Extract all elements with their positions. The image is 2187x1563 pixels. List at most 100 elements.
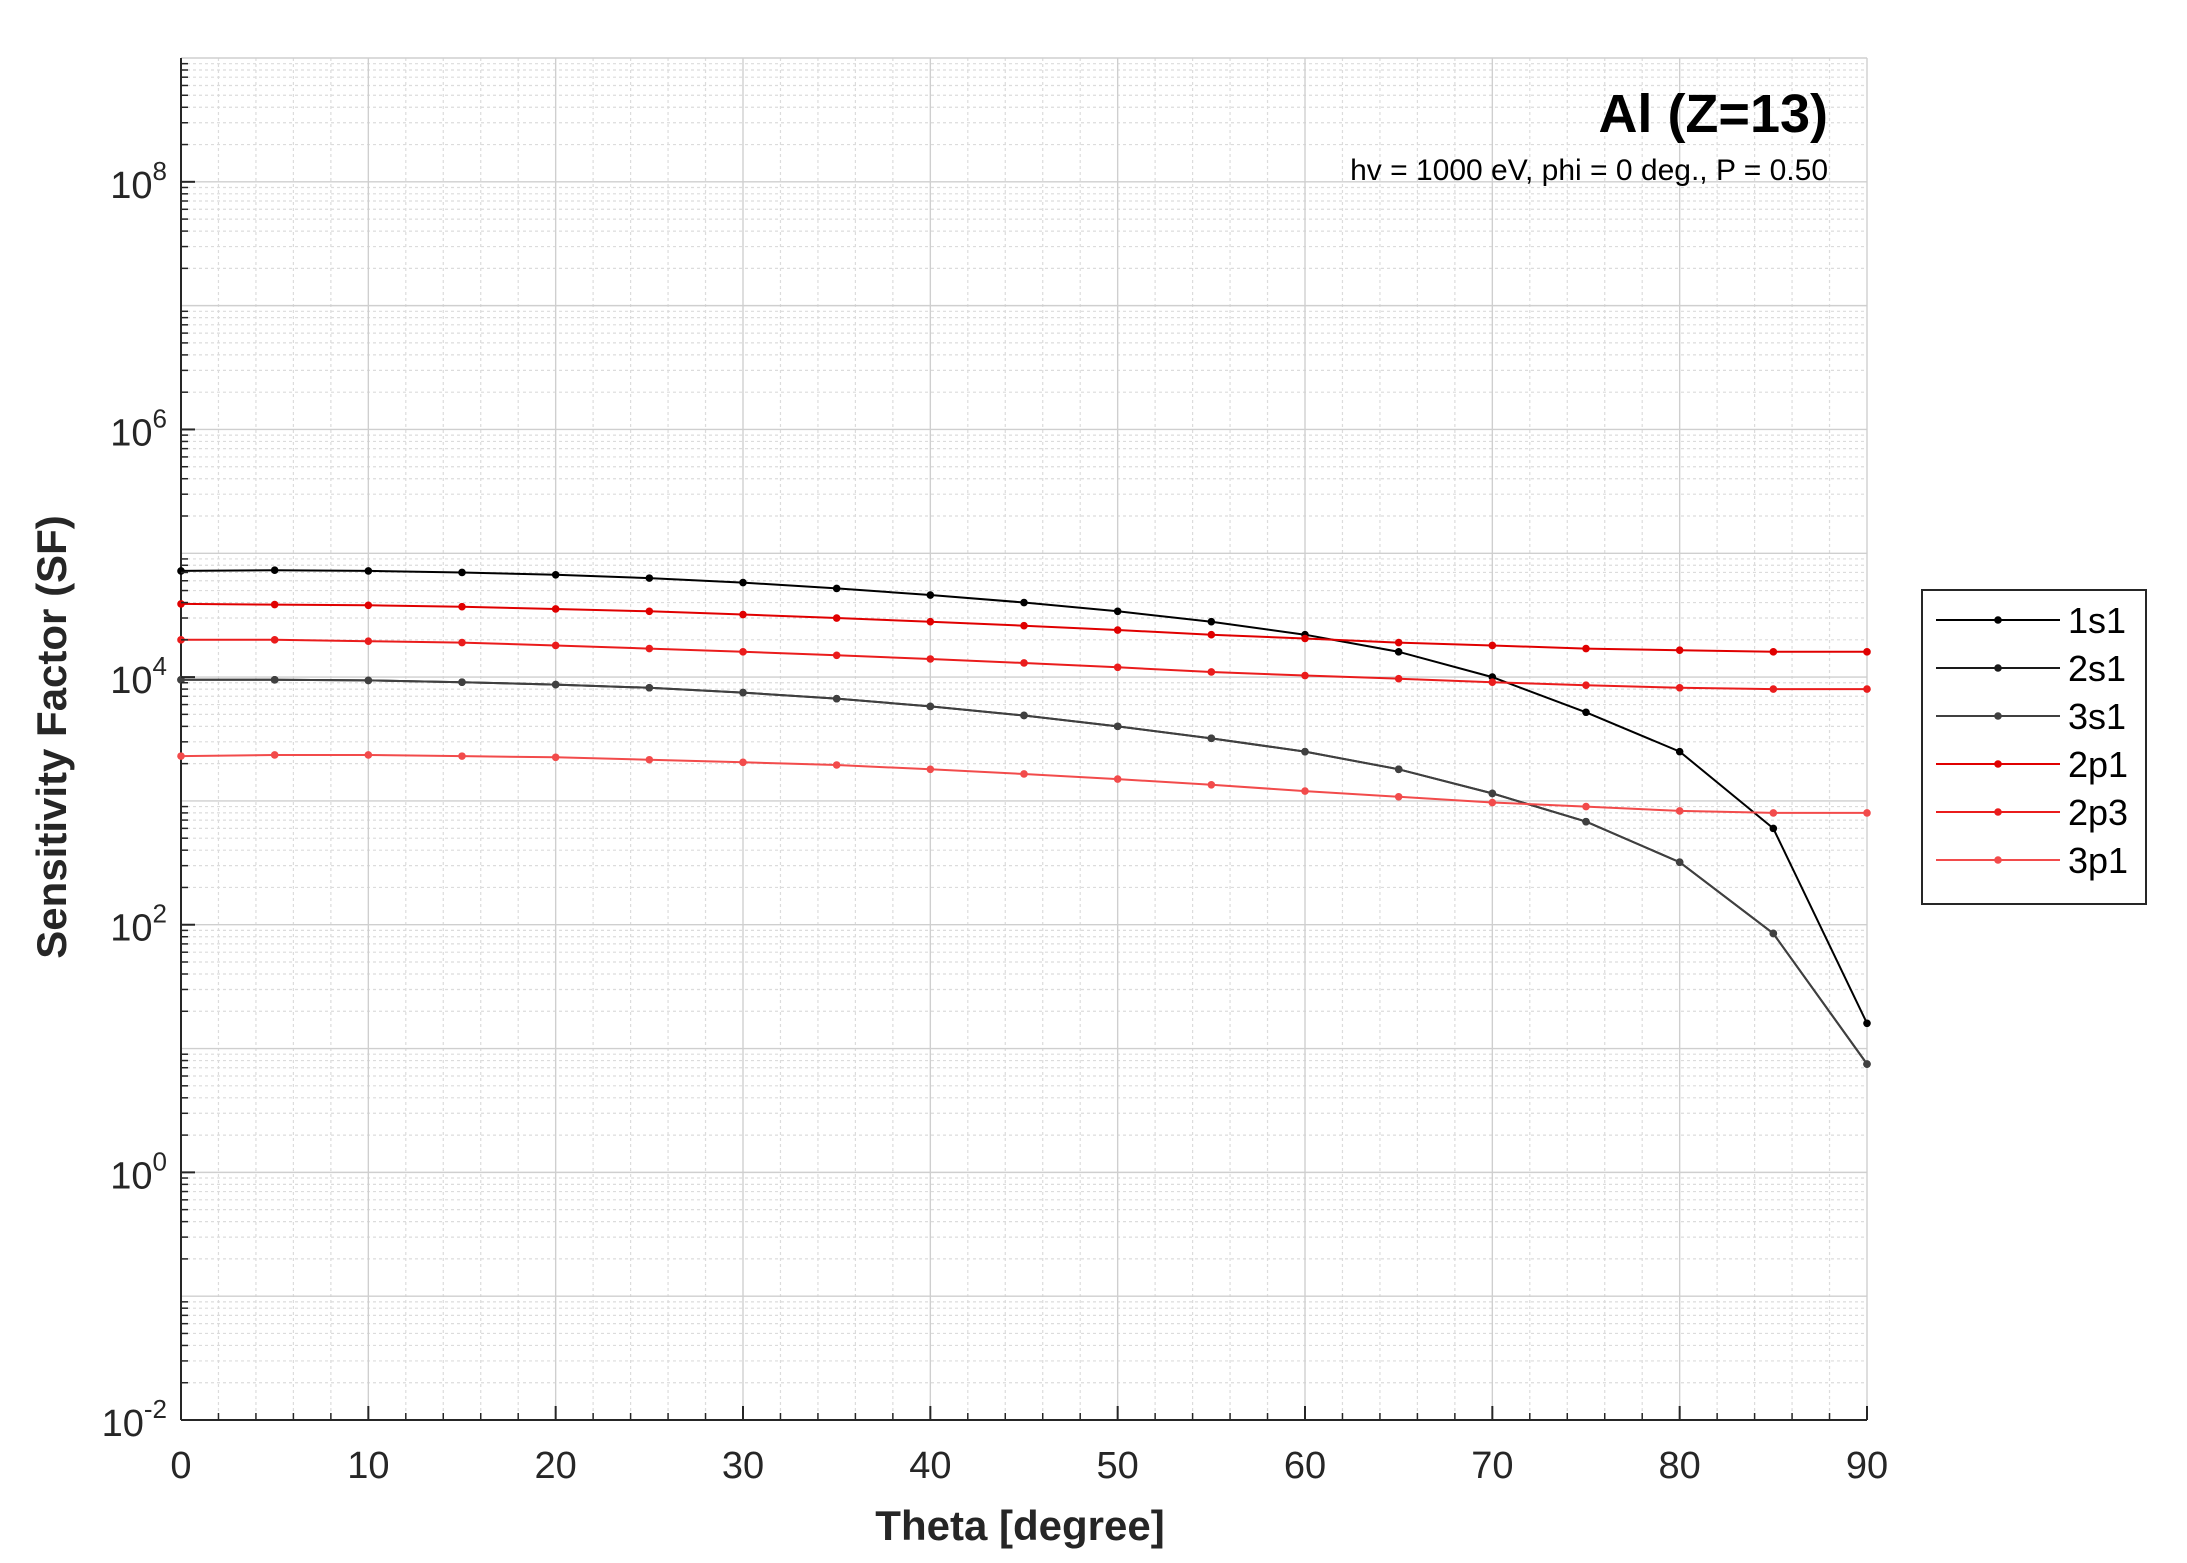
legend-marker-2s1	[1994, 664, 2002, 672]
data-point-3s1	[1863, 1060, 1871, 1068]
data-point-1s1	[1582, 708, 1590, 717]
data-point-3s1	[1020, 711, 1028, 720]
data-point-2p1	[551, 605, 560, 613]
x-tick-label: 30	[722, 1445, 764, 1487]
data-point-3p1	[926, 765, 935, 774]
data-point-1s1	[364, 567, 373, 575]
data-point-2p1	[1113, 626, 1122, 634]
data-point-1s1	[551, 571, 560, 579]
data-point-2p1	[926, 617, 935, 626]
x-tick-label: 10	[347, 1445, 389, 1487]
series-2p1	[177, 600, 1871, 656]
data-point-1s1	[177, 567, 185, 575]
axes: 0 10 20 30 40 50 60 70 80 90 10-2 100 102 104 106 108	[102, 62, 1888, 1487]
data-point-3s1	[739, 688, 747, 697]
data-point-3s1	[1113, 722, 1122, 731]
legend-box	[1921, 589, 2147, 905]
legend-label-2p1: 2p1	[2068, 744, 2128, 785]
y-tick-label: 108	[110, 156, 167, 207]
data-point-2p1	[1020, 621, 1028, 630]
data-point-3p1	[1675, 807, 1684, 815]
data-point-2p3	[1769, 685, 1778, 693]
y-axis-title: Sensitivity Factor (SF)	[28, 515, 75, 958]
data-point-3s1	[458, 678, 466, 686]
data-point-3s1	[1582, 817, 1590, 826]
data-point-2p3	[1582, 681, 1590, 690]
chart-title: Al (Z=13)	[1598, 84, 1828, 144]
series-3s1	[177, 676, 1871, 1068]
data-point-1s1	[1675, 747, 1684, 756]
data-point-3s1	[551, 680, 560, 689]
legend: 1s1 2s1 3s1 2p1 2p3 3p1	[1921, 589, 2147, 905]
legend-marker-2p1	[1994, 760, 2002, 768]
data-point-3p1	[1863, 809, 1871, 817]
data-point-3s1	[645, 683, 654, 692]
data-point-3s1	[832, 694, 841, 703]
data-point-2p3	[364, 637, 373, 645]
data-point-2p3	[270, 636, 279, 644]
legend-marker-1s1	[1994, 616, 2002, 624]
data-point-2p1	[645, 607, 654, 616]
data-point-3p1	[1301, 787, 1309, 795]
y-tick-label: 10-2	[102, 1394, 167, 1445]
data-point-1s1	[739, 578, 747, 587]
data-point-1s1	[1863, 1019, 1871, 1028]
data-point-2p3	[1301, 671, 1309, 680]
grid	[180, 57, 1868, 1421]
data-point-2p3	[551, 641, 560, 650]
data-point-3p1	[1488, 798, 1497, 807]
legend-marker-2p3	[1994, 808, 2002, 816]
chart-subtitle: hv = 1000 eV, phi = 0 deg., P = 0.50	[1350, 154, 1828, 187]
x-tick-label: 0	[170, 1445, 191, 1487]
data-point-3p1	[1207, 780, 1216, 789]
data-point-3s1	[1301, 747, 1309, 756]
data-point-3s1	[1769, 929, 1778, 938]
legend-marker-3s1	[1994, 712, 2002, 720]
y-tick-label: 106	[110, 403, 167, 454]
x-tick-label: 80	[1659, 1445, 1701, 1487]
data-point-2p1	[832, 614, 841, 622]
data-point-2p1	[1675, 646, 1684, 654]
data-point-3s1	[1394, 765, 1403, 774]
data-point-2p1	[177, 600, 185, 608]
data-point-3p1	[458, 752, 466, 760]
data-point-3p1	[1020, 770, 1028, 778]
data-point-1s1	[1394, 648, 1403, 656]
data-point-3p1	[364, 751, 373, 759]
data-point-2p1	[1769, 648, 1778, 656]
data-point-1s1	[458, 568, 466, 577]
data-point-1s1	[926, 591, 935, 599]
data-point-2p1	[1863, 648, 1871, 656]
data-point-1s1	[645, 574, 654, 582]
legend-label-1s1: 1s1	[2068, 600, 2126, 641]
data-point-3s1	[270, 676, 279, 684]
data-point-2p3	[739, 648, 747, 656]
data-point-2p3	[1675, 683, 1684, 692]
data-point-2p1	[270, 600, 279, 609]
data-point-2p3	[1863, 685, 1871, 693]
data-point-3s1	[1488, 789, 1497, 798]
data-point-2p1	[739, 610, 747, 619]
data-point-3s1	[1675, 858, 1684, 866]
data-point-3p1	[645, 755, 654, 764]
data-point-1s1	[1020, 598, 1028, 607]
series-3p1	[177, 751, 1871, 817]
data-point-2p3	[1207, 668, 1216, 676]
data-point-3p1	[1582, 802, 1590, 811]
data-point-2p3	[645, 644, 654, 653]
series-2p3	[177, 636, 1871, 693]
data-point-3p1	[1113, 775, 1122, 783]
x-tick-label: 50	[1097, 1445, 1139, 1487]
data-point-3s1	[364, 676, 373, 685]
y-tick-label: 104	[110, 651, 167, 702]
y-tick-label: 100	[110, 1146, 167, 1197]
data-point-1s1	[832, 584, 841, 593]
data-point-2p1	[1394, 638, 1403, 647]
data-point-3s1	[926, 702, 935, 711]
data-point-1s1	[1113, 607, 1122, 616]
x-tick-label: 90	[1846, 1445, 1888, 1487]
data-point-1s1	[1207, 617, 1216, 626]
plot-frame	[180, 58, 1867, 1421]
x-axis-title: Theta [degree]	[875, 1502, 1164, 1549]
